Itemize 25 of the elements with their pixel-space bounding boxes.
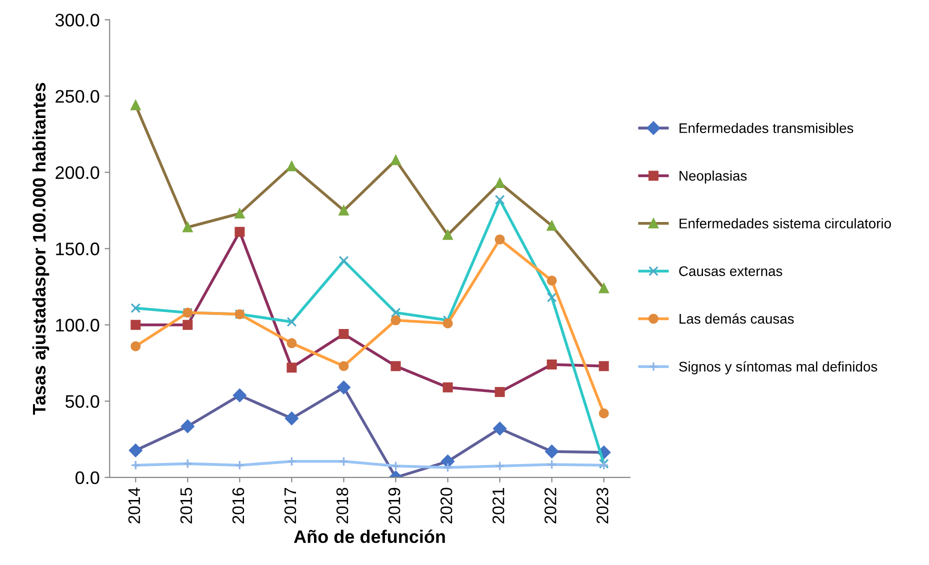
- x-tick-label: 2018: [336, 488, 348, 524]
- legend-label: Neoplasias: [680, 170, 747, 184]
- y-tick-label: 200.0: [56, 166, 100, 180]
- x-tick-label: 2014: [128, 488, 140, 524]
- legend-label: Signos y síntomas mal definidos: [679, 361, 878, 374]
- y-tick-label: 0.0: [76, 471, 100, 484]
- x-tick-label: 2015: [180, 488, 192, 524]
- x-tick-label: 2019: [388, 488, 400, 524]
- y-axis-title: Tasas ajustadaspor 100.000 habitantes: [32, 82, 50, 415]
- y-tick-label: 250.0: [56, 90, 100, 103]
- legend-label: Enfermedades sistema circulatorio: [680, 218, 891, 228]
- x-axis-title: Año de defunción: [294, 530, 445, 544]
- legend-label: Enfermedades transmisibles: [680, 122, 854, 134]
- y-tick-label: 50.0: [65, 395, 100, 408]
- x-tick-label: 2016: [232, 488, 244, 524]
- y-tick-label: 150.0: [56, 242, 100, 256]
- x-tick-label: 2022: [544, 488, 556, 524]
- x-tick-label: 2017: [284, 488, 296, 524]
- legend-label: Las demás causas: [680, 313, 794, 324]
- legend-label: Causas externas: [679, 266, 782, 276]
- y-tick-label: 300.0: [55, 14, 100, 26]
- x-tick-label: 2023: [596, 488, 608, 524]
- y-tick-label: 100.0: [56, 318, 100, 332]
- x-tick-label: 2021: [492, 488, 504, 524]
- x-tick-label: 2020: [440, 488, 452, 524]
